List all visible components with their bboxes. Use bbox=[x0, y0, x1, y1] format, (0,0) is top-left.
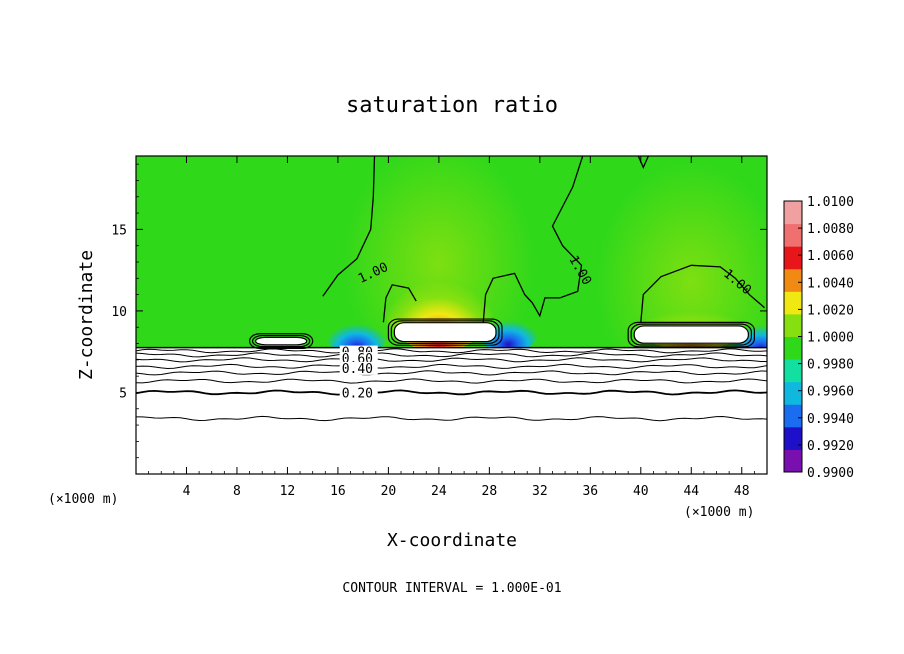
contour-line bbox=[136, 378, 767, 384]
contour-line bbox=[136, 352, 767, 358]
cloud-contour bbox=[393, 322, 497, 343]
x-unit-left: (×1000 m) bbox=[48, 492, 118, 507]
colorbar-segment bbox=[784, 426, 802, 450]
colorbar-segment bbox=[784, 381, 802, 405]
colorbar-segment bbox=[784, 223, 802, 247]
colorbar-segment bbox=[784, 449, 802, 473]
colorbar-label: 0.9980 bbox=[807, 358, 854, 373]
chart-title: saturation ratio bbox=[346, 93, 558, 118]
cloud-contour bbox=[390, 320, 500, 344]
y-axis-ticks: 5 10 15 bbox=[111, 163, 767, 459]
colorbar-segment bbox=[784, 404, 802, 428]
x-tick-label: 8 bbox=[233, 484, 241, 499]
colorbar-label: 1.0020 bbox=[807, 303, 854, 318]
x-tick-label: 40 bbox=[633, 484, 649, 499]
x-tick-label: 32 bbox=[532, 484, 548, 499]
x-axis-ticks: 4 8 12 16 20 24 28 32 36 40 44 48 bbox=[148, 156, 755, 499]
cloud-contour bbox=[251, 334, 311, 348]
contour-label: 0.20 bbox=[342, 386, 373, 401]
y-tick-label: 15 bbox=[111, 223, 127, 238]
colorbar-label: 1.0080 bbox=[807, 222, 854, 237]
x-tick-label: 20 bbox=[381, 484, 397, 499]
contour-1.00 bbox=[640, 264, 765, 323]
y-tick-label: 5 bbox=[119, 386, 127, 401]
contour-label-bg bbox=[339, 386, 378, 400]
contour-label: 0.40 bbox=[342, 362, 373, 377]
x-unit-right: (×1000 m) bbox=[684, 505, 754, 520]
colorbar-label: 1.0000 bbox=[807, 331, 854, 346]
x-tick-label: 28 bbox=[482, 484, 498, 499]
colorbar-segment bbox=[784, 268, 802, 292]
colorbar-label: 0.9920 bbox=[807, 439, 854, 454]
x-tick-label: 16 bbox=[330, 484, 346, 499]
colorbar-label: 0.9900 bbox=[807, 466, 854, 481]
x-axis-label: X-coordinate bbox=[387, 530, 517, 551]
contour-1.00 bbox=[637, 156, 649, 170]
contour-line bbox=[136, 357, 767, 363]
colorbar-segment bbox=[784, 291, 802, 315]
contour-1.00 bbox=[482, 156, 584, 325]
contour-1.00 bbox=[382, 284, 417, 323]
contour-line bbox=[136, 363, 767, 370]
lower-layer bbox=[136, 347, 767, 474]
colorbar-segment bbox=[784, 201, 802, 225]
cloud-contour bbox=[630, 323, 752, 346]
contour-line bbox=[136, 370, 767, 376]
colorbar-segment bbox=[784, 313, 802, 337]
contour-line bbox=[136, 348, 767, 354]
contour-line bbox=[136, 415, 767, 422]
y-tick-label: 10 bbox=[111, 305, 127, 320]
colorbar-label: 0.9960 bbox=[807, 385, 854, 400]
colorbar-segment bbox=[784, 359, 802, 383]
cloud-contour bbox=[254, 336, 308, 346]
cloud-regions bbox=[248, 318, 755, 350]
colorbar: 0.9900 0.9920 0.9940 0.9960 0.9980 1.0000 1.00… bbox=[783, 195, 854, 481]
x-tick-label: 36 bbox=[582, 484, 598, 499]
colorbar-segment bbox=[784, 336, 802, 360]
x-tick-label: 48 bbox=[734, 484, 750, 499]
x-tick-label: 44 bbox=[683, 484, 699, 499]
plot-area: 1.001.001.001.200.800.600.400.20 bbox=[136, 156, 767, 474]
x-tick-label: 24 bbox=[431, 484, 447, 499]
colorbar-label: 1.0060 bbox=[807, 249, 854, 264]
cloud-contour bbox=[633, 325, 749, 344]
colorbar-label: 0.9940 bbox=[807, 412, 854, 427]
colorbar-label: 1.0100 bbox=[807, 195, 854, 210]
y-axis-label: Z-coordinate bbox=[76, 250, 97, 380]
contour-label-bg bbox=[339, 352, 378, 366]
cloud-contour bbox=[387, 318, 503, 346]
contour-line bbox=[136, 389, 767, 396]
cloud-contour bbox=[248, 333, 314, 350]
colorbar-label: 1.0040 bbox=[807, 276, 854, 291]
contour-1.00 bbox=[322, 156, 376, 297]
x-tick-label: 4 bbox=[183, 484, 191, 499]
x-tick-label: 12 bbox=[280, 484, 296, 499]
cloud-contour bbox=[627, 321, 755, 348]
contour-label-bg bbox=[339, 361, 378, 375]
contour-interval-note: CONTOUR INTERVAL = 1.000E-01 bbox=[342, 581, 561, 596]
colorbar-segment bbox=[784, 246, 802, 270]
